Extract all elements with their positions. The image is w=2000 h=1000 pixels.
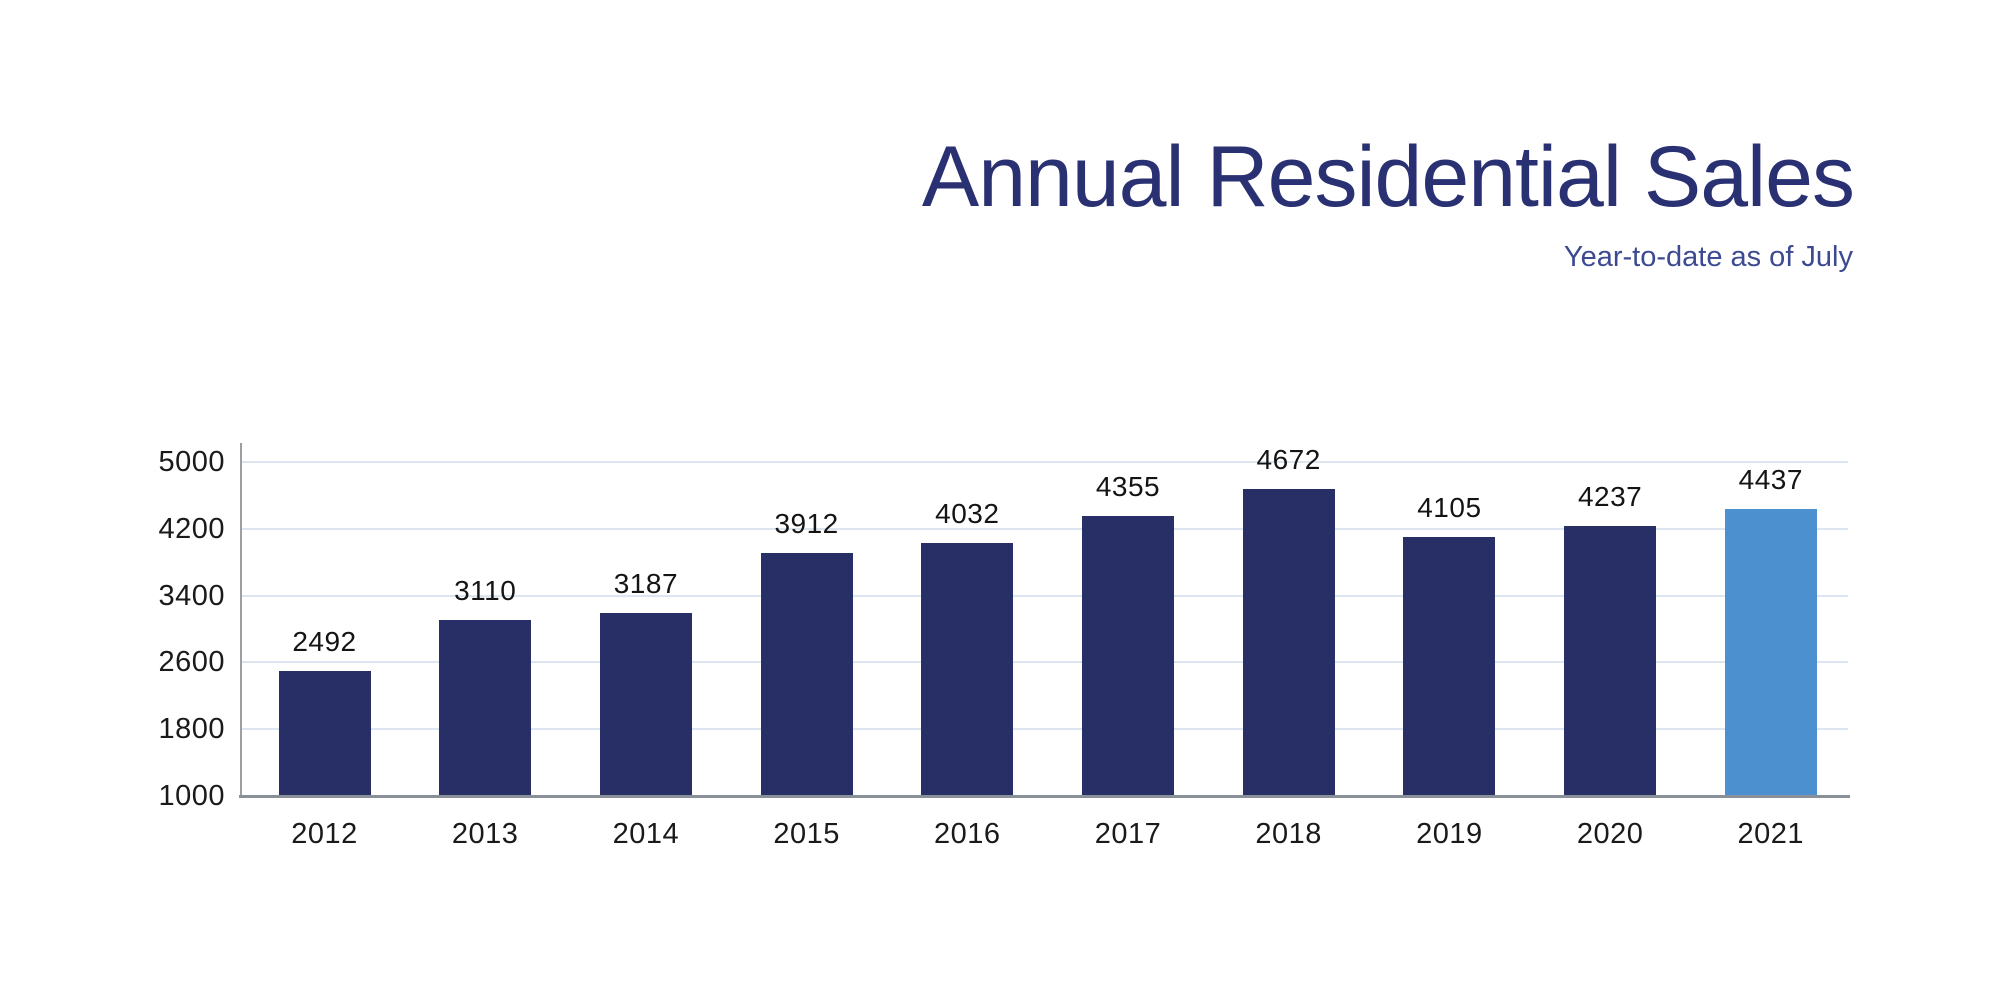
x-tick-label-2014: 2014 xyxy=(612,818,680,850)
gridline-4200 xyxy=(242,527,1848,530)
gridline-1800 xyxy=(242,728,1848,731)
x-tick-label-2012: 2012 xyxy=(291,818,358,850)
bar-2021 xyxy=(1724,509,1817,796)
bar-2017 xyxy=(1082,515,1174,796)
x-tick-label-2019: 2019 xyxy=(1416,818,1483,850)
x-tick-label-2016: 2016 xyxy=(934,818,1001,850)
bar-value-label-2012: 2492 xyxy=(292,626,357,658)
bar-2013 xyxy=(439,619,532,796)
bar-value-label-2018: 4672 xyxy=(1256,444,1321,476)
chart-title: Annual Residential Sales xyxy=(921,129,1855,225)
x-tick-label-2021: 2021 xyxy=(1737,818,1805,850)
bar-value-label-2021: 4437 xyxy=(1738,464,1803,495)
y-tick-label-3400: 3400 xyxy=(158,579,225,612)
chart-subtitle: Year-to-date as of July xyxy=(1563,241,1853,273)
bar-value-label-2015: 3912 xyxy=(774,507,839,539)
x-tick-label-2018: 2018 xyxy=(1255,818,1322,850)
bar-2016 xyxy=(921,542,1014,796)
bar-value-label-2019: 4105 xyxy=(1417,491,1482,523)
bar-2015 xyxy=(760,552,853,796)
bar-value-label-2016: 4032 xyxy=(935,497,1000,529)
gridline-3400 xyxy=(242,594,1848,597)
x-tick-label-2013: 2013 xyxy=(451,818,519,850)
y-axis-line xyxy=(240,443,242,798)
bar-value-label-2014: 3187 xyxy=(613,568,679,600)
y-tick-label-2600: 2600 xyxy=(158,646,225,679)
bar-value-label-2017: 4355 xyxy=(1095,470,1161,502)
x-tick-label-2017: 2017 xyxy=(1094,818,1162,850)
y-tick-label-1800: 1800 xyxy=(158,713,225,746)
bar-2012 xyxy=(278,671,371,796)
y-tick-label-5000: 5000 xyxy=(158,446,225,478)
bar-value-label-2020: 4237 xyxy=(1577,480,1643,512)
bar-value-label-2013: 3110 xyxy=(454,574,517,606)
bar-2019 xyxy=(1403,536,1496,796)
gridline-5000 xyxy=(242,461,1848,463)
bar-2018 xyxy=(1242,489,1335,796)
x-axis-line xyxy=(239,795,1850,798)
y-tick-label-1000: 1000 xyxy=(158,780,225,812)
bar-2020 xyxy=(1564,525,1657,796)
bar-2014 xyxy=(599,613,692,796)
gridline-2600 xyxy=(242,661,1848,664)
x-tick-label-2015: 2015 xyxy=(773,818,840,850)
y-tick-label-4200: 4200 xyxy=(158,512,225,545)
x-tick-label-2020: 2020 xyxy=(1576,818,1644,850)
